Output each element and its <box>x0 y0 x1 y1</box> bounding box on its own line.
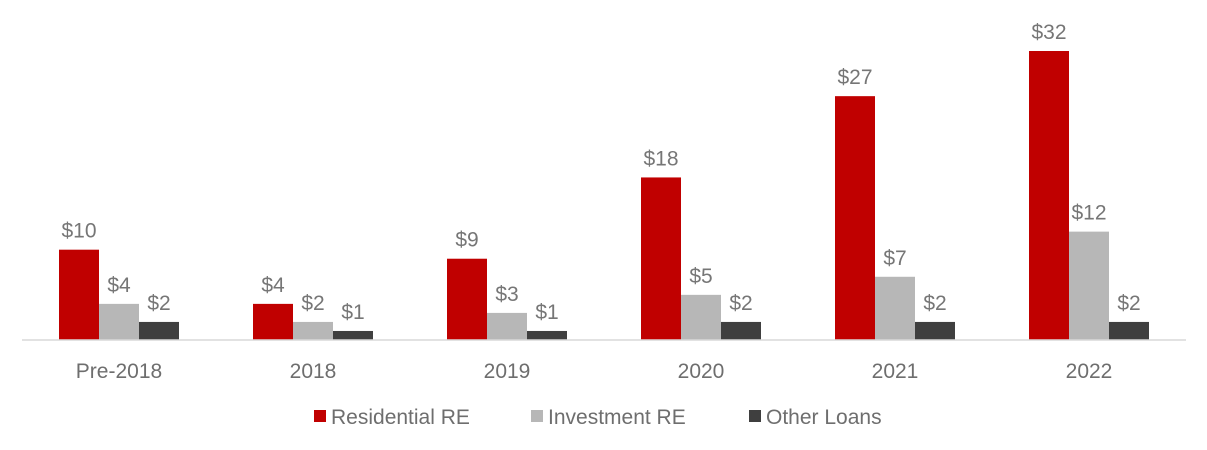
data-label: $1 <box>341 301 364 324</box>
bar-residential-re-2020 <box>641 177 681 340</box>
bar-investment-re-2022 <box>1069 231 1109 340</box>
value-labels-group: $10 $4 $2 $4 $2 $1 $9 $3 $1 $18 $5 $2 $27 $7 $2 $32 $12 $… <box>61 21 1140 324</box>
bar-other-loans-2019 <box>527 330 567 340</box>
x-tick-label: 2021 <box>872 360 919 383</box>
data-label: $4 <box>261 274 285 297</box>
data-label: $2 <box>301 292 324 315</box>
bar-other-loans-2022 <box>1109 321 1149 340</box>
legend-label: Residential RE <box>331 406 470 429</box>
data-label: $3 <box>495 283 518 306</box>
x-tick-label: 2019 <box>484 360 531 383</box>
bar-investment-re-2020 <box>681 294 721 340</box>
data-label: $4 <box>107 274 131 297</box>
bar-investment-re-pre-2018 <box>99 303 139 340</box>
bars-group <box>59 51 1149 340</box>
data-label: $2 <box>729 292 752 315</box>
data-label: $10 <box>61 220 96 243</box>
x-tick-label: Pre-2018 <box>76 360 162 383</box>
data-label: $1 <box>535 301 558 324</box>
bar-residential-re-pre-2018 <box>59 249 99 340</box>
x-tick-label: 2018 <box>290 360 337 383</box>
bar-investment-re-2021 <box>875 276 915 340</box>
data-label: $32 <box>1031 21 1066 44</box>
bar-other-loans-2018 <box>333 330 373 340</box>
bar-other-loans-pre-2018 <box>139 321 179 340</box>
data-label: $9 <box>455 229 478 252</box>
legend-swatch <box>749 410 761 422</box>
x-axis-ticks: Pre-2018 2018 2019 2020 2021 2022 <box>76 360 1113 383</box>
legend-label: Investment RE <box>548 406 686 429</box>
legend-label: Other Loans <box>766 406 882 429</box>
data-label: $12 <box>1071 202 1106 225</box>
bar-residential-re-2019 <box>447 258 487 340</box>
bar-other-loans-2020 <box>721 321 761 340</box>
legend-swatch <box>531 410 543 422</box>
bar-residential-re-2018 <box>253 303 293 340</box>
bar-other-loans-2021 <box>915 321 955 340</box>
x-tick-label: 2022 <box>1066 360 1113 383</box>
data-label: $7 <box>883 247 906 270</box>
legend: Residential RE Investment RE Other Loans <box>314 406 882 429</box>
bar-residential-re-2022 <box>1029 51 1069 340</box>
data-label: $27 <box>837 66 872 89</box>
data-label: $18 <box>643 147 678 170</box>
data-label: $5 <box>689 265 712 288</box>
x-tick-label: 2020 <box>678 360 725 383</box>
bar-residential-re-2021 <box>835 96 875 340</box>
data-label: $2 <box>1117 292 1140 315</box>
data-label: $2 <box>923 292 946 315</box>
data-label: $2 <box>147 292 170 315</box>
bar-investment-re-2018 <box>293 321 333 340</box>
bar-investment-re-2019 <box>487 312 527 340</box>
legend-swatch <box>314 410 326 422</box>
